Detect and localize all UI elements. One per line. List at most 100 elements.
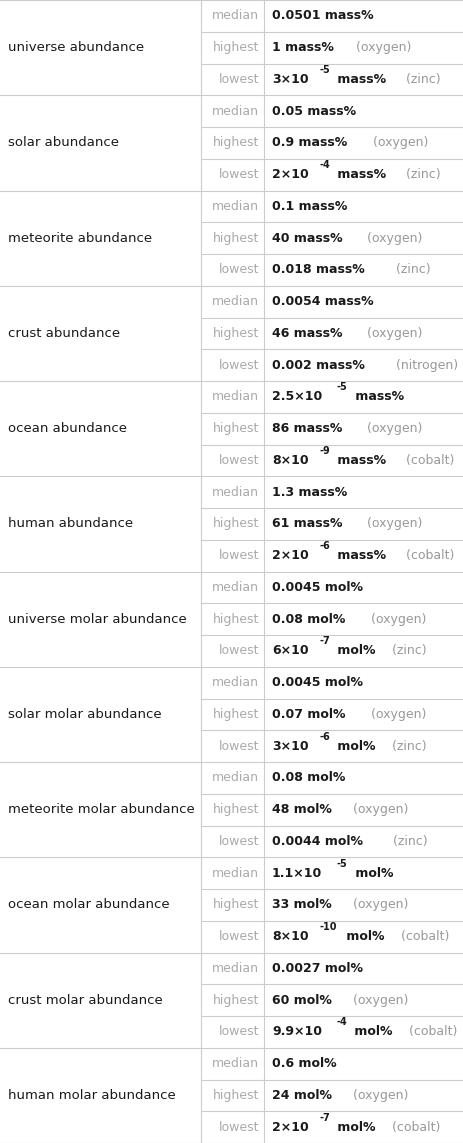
- Text: universe molar abundance: universe molar abundance: [8, 613, 187, 625]
- Text: highest: highest: [213, 1089, 259, 1102]
- Text: solar molar abundance: solar molar abundance: [8, 708, 162, 721]
- Text: (oxygen): (oxygen): [349, 1089, 409, 1102]
- Text: (zinc): (zinc): [402, 168, 440, 181]
- Text: (oxygen): (oxygen): [367, 708, 426, 721]
- Text: 2×10: 2×10: [272, 549, 309, 562]
- Text: 6×10: 6×10: [272, 645, 308, 657]
- Text: (oxygen): (oxygen): [349, 993, 408, 1007]
- Text: 2.5×10: 2.5×10: [272, 391, 322, 403]
- Text: (zinc): (zinc): [388, 645, 426, 657]
- Text: highest: highest: [213, 898, 259, 911]
- Text: mol%: mol%: [333, 645, 375, 657]
- Text: (oxygen): (oxygen): [363, 518, 422, 530]
- Text: 0.002 mass%: 0.002 mass%: [272, 359, 365, 371]
- Text: highest: highest: [213, 518, 259, 530]
- Text: highest: highest: [213, 708, 259, 721]
- Text: meteorite molar abundance: meteorite molar abundance: [8, 804, 195, 816]
- Text: -7: -7: [319, 637, 330, 646]
- Text: (oxygen): (oxygen): [367, 613, 426, 625]
- Text: lowest: lowest: [219, 1120, 259, 1134]
- Text: 40 mass%: 40 mass%: [272, 232, 343, 245]
- Text: 8×10: 8×10: [272, 454, 308, 466]
- Text: median: median: [212, 581, 259, 594]
- Text: -6: -6: [319, 541, 330, 551]
- Text: highest: highest: [213, 327, 259, 339]
- Text: 3×10: 3×10: [272, 73, 308, 86]
- Text: (cobalt): (cobalt): [401, 454, 454, 466]
- Text: highest: highest: [213, 993, 259, 1007]
- Text: lowest: lowest: [219, 834, 259, 848]
- Text: mass%: mass%: [333, 73, 386, 86]
- Text: 24 mol%: 24 mol%: [272, 1089, 332, 1102]
- Text: mol%: mol%: [333, 1120, 375, 1134]
- Text: 0.0501 mass%: 0.0501 mass%: [272, 9, 374, 23]
- Text: -6: -6: [319, 732, 330, 742]
- Text: mass%: mass%: [333, 168, 386, 181]
- Text: meteorite abundance: meteorite abundance: [8, 232, 152, 245]
- Text: lowest: lowest: [219, 740, 259, 752]
- Text: 1.3 mass%: 1.3 mass%: [272, 486, 347, 498]
- Text: 61 mass%: 61 mass%: [272, 518, 343, 530]
- Text: 0.018 mass%: 0.018 mass%: [272, 263, 365, 277]
- Text: 1 mass%: 1 mass%: [272, 41, 334, 54]
- Text: (oxygen): (oxygen): [363, 422, 422, 435]
- Text: -5: -5: [319, 65, 330, 74]
- Text: crust abundance: crust abundance: [8, 327, 120, 339]
- Text: 0.0054 mass%: 0.0054 mass%: [272, 295, 374, 309]
- Text: lowest: lowest: [219, 359, 259, 371]
- Text: (cobalt): (cobalt): [402, 549, 454, 562]
- Text: 1.1×10: 1.1×10: [272, 866, 322, 880]
- Text: ocean abundance: ocean abundance: [8, 422, 127, 435]
- Text: 8×10: 8×10: [272, 930, 308, 943]
- Text: 0.07 mol%: 0.07 mol%: [272, 708, 345, 721]
- Text: median: median: [212, 1057, 259, 1070]
- Text: median: median: [212, 200, 259, 213]
- Text: median: median: [212, 866, 259, 880]
- Text: 3×10: 3×10: [272, 740, 308, 752]
- Text: 0.0044 mol%: 0.0044 mol%: [272, 834, 363, 848]
- Text: median: median: [212, 962, 259, 975]
- Text: mol%: mol%: [333, 740, 375, 752]
- Text: median: median: [212, 486, 259, 498]
- Text: highest: highest: [213, 232, 259, 245]
- Text: (oxygen): (oxygen): [369, 136, 428, 150]
- Text: highest: highest: [213, 136, 259, 150]
- Text: (cobalt): (cobalt): [397, 930, 449, 943]
- Text: 60 mol%: 60 mol%: [272, 993, 332, 1007]
- Text: (cobalt): (cobalt): [405, 1025, 457, 1038]
- Text: universe abundance: universe abundance: [8, 41, 144, 54]
- Text: human molar abundance: human molar abundance: [8, 1089, 176, 1102]
- Text: crust molar abundance: crust molar abundance: [8, 993, 163, 1007]
- Text: mol%: mol%: [350, 866, 393, 880]
- Text: mass%: mass%: [333, 549, 386, 562]
- Text: mass%: mass%: [350, 391, 404, 403]
- Text: median: median: [212, 9, 259, 23]
- Text: 0.0027 mol%: 0.0027 mol%: [272, 962, 363, 975]
- Text: -7: -7: [319, 1112, 330, 1122]
- Text: 0.08 mol%: 0.08 mol%: [272, 772, 345, 784]
- Text: lowest: lowest: [219, 549, 259, 562]
- Text: lowest: lowest: [219, 168, 259, 181]
- Text: -5: -5: [337, 858, 348, 869]
- Text: lowest: lowest: [219, 263, 259, 277]
- Text: lowest: lowest: [219, 645, 259, 657]
- Text: 0.6 mol%: 0.6 mol%: [272, 1057, 337, 1070]
- Text: (zinc): (zinc): [388, 740, 426, 752]
- Text: (cobalt): (cobalt): [388, 1120, 440, 1134]
- Text: highest: highest: [213, 41, 259, 54]
- Text: highest: highest: [213, 613, 259, 625]
- Text: 48 mol%: 48 mol%: [272, 804, 332, 816]
- Text: (oxygen): (oxygen): [349, 804, 408, 816]
- Text: human abundance: human abundance: [8, 518, 133, 530]
- Text: highest: highest: [213, 804, 259, 816]
- Text: 9.9×10: 9.9×10: [272, 1025, 322, 1038]
- Text: lowest: lowest: [219, 930, 259, 943]
- Text: -4: -4: [319, 160, 330, 170]
- Text: (zinc): (zinc): [392, 263, 430, 277]
- Text: solar abundance: solar abundance: [8, 136, 119, 150]
- Text: lowest: lowest: [219, 1025, 259, 1038]
- Text: 0.0045 mol%: 0.0045 mol%: [272, 677, 363, 689]
- Text: 2×10: 2×10: [272, 1120, 309, 1134]
- Text: median: median: [212, 772, 259, 784]
- Text: 46 mass%: 46 mass%: [272, 327, 343, 339]
